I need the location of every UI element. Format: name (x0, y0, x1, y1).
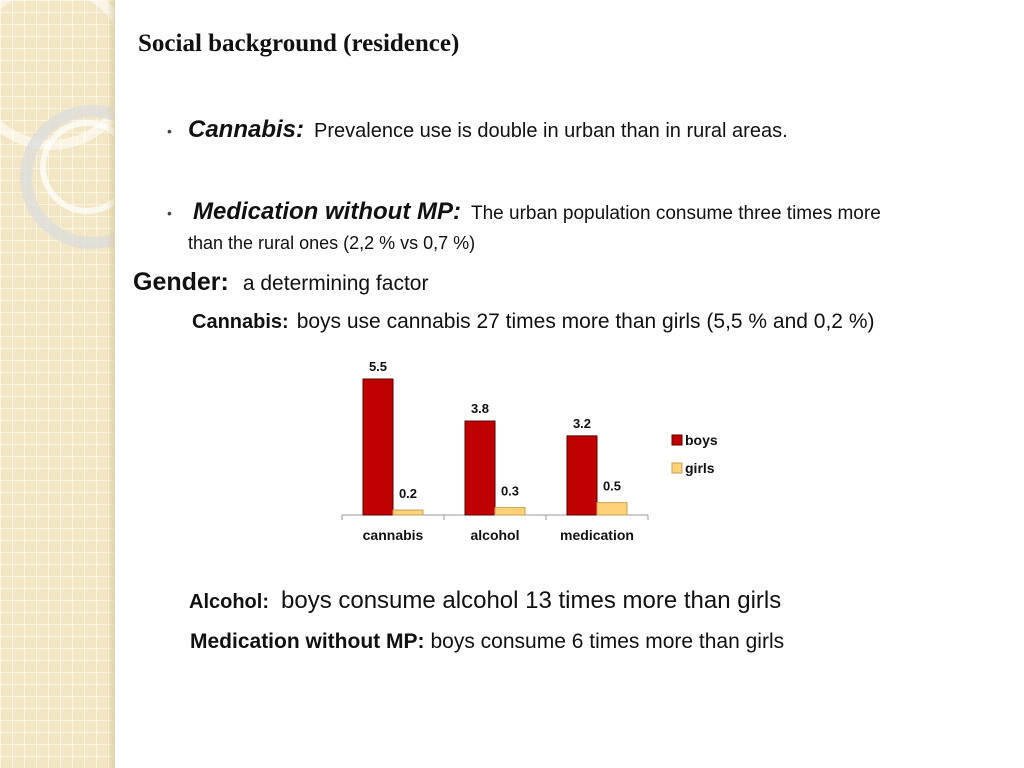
bullet-text: The urban population consume three times… (470, 203, 881, 224)
legend-label: girls (685, 460, 715, 476)
bullet-lead: Cannabis: (188, 116, 305, 143)
legend-swatch (671, 462, 683, 474)
data-label: 0.3 (501, 484, 519, 499)
gender-heading: Gender: a determining factor (133, 268, 428, 297)
bullet-dot: • (167, 123, 172, 139)
sidebar-shade (106, 0, 114, 768)
decorative-ring (40, 120, 114, 214)
data-label: 5.5 (369, 359, 387, 374)
legend-label: boys (685, 432, 718, 448)
bar-girls-alcohol (494, 507, 526, 516)
bar-boys-cannabis (362, 378, 394, 516)
gender-text: a determining factor (242, 272, 429, 295)
bullet-dot: • (167, 205, 172, 221)
alcohol-gender-line: Alcohol: boys consume alcohol 13 times mo… (189, 587, 781, 615)
legend-swatch (671, 434, 683, 446)
category-label: medication (560, 527, 634, 543)
data-label: 0.2 (399, 486, 417, 501)
alcohol-gender-lead: Alcohol: (189, 591, 269, 613)
data-label: 0.5 (603, 479, 621, 494)
cannabis-gender-line: Cannabis: boys use cannabis 27 times more… (192, 310, 875, 334)
bar-girls-cannabis (392, 509, 424, 516)
bars-group (341, 378, 649, 520)
bullet-lead: Medication without MP: (193, 198, 461, 225)
cannabis-gender-lead: Cannabis: (192, 311, 289, 333)
category-label: alcohol (470, 527, 519, 543)
data-label: 3.8 (471, 401, 489, 416)
chart-legend: boys girls (671, 432, 718, 476)
medication-gender-lead: Medication without MP: (190, 630, 425, 653)
bullet-text: Prevalence use is double in urban than i… (314, 120, 788, 142)
bar-girls-medication (596, 502, 628, 516)
cannabis-gender-text: boys use cannabis 27 times more than gir… (296, 310, 875, 333)
data-label: 3.2 (573, 416, 591, 431)
medication-gender-text: boys consume 6 times more than girls (430, 630, 785, 653)
bar-boys-medication (566, 435, 598, 516)
category-label: cannabis (363, 527, 424, 543)
decorative-sidebar (0, 0, 115, 768)
gender-lead: Gender: (133, 268, 229, 296)
bar-chart: 5.5 3.8 3.2 0.2 0.3 0.5 cannabis alcohol medicat… (341, 359, 718, 543)
alcohol-gender-text: boys consume alcohol 13 times more than … (281, 587, 782, 614)
bar-boys-alcohol (464, 420, 496, 516)
bullet-medication: Medication without MP: The urban populati… (193, 198, 881, 226)
labels-group: 5.5 3.8 3.2 0.2 0.3 0.5 cannabis alcohol medicat… (363, 359, 634, 543)
medication-gender-line: Medication without MP: boys consume 6 tim… (190, 630, 784, 654)
slide-title: Social background (residence) (138, 30, 460, 57)
bullet-cannabis: Cannabis: Prevalence use is double in urb… (188, 116, 788, 144)
bullet-text-continuation: than the rural ones (2,2 % vs 0,7 %) (188, 233, 476, 253)
